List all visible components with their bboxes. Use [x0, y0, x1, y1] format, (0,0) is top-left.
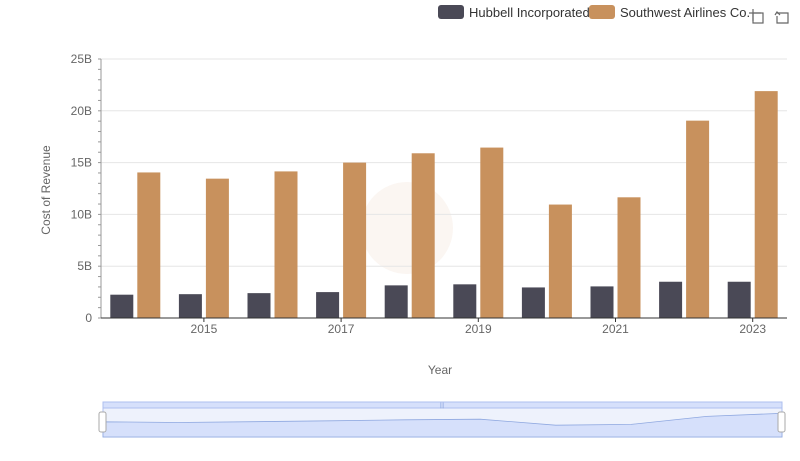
legend: Hubbell Incorporated Southwest Airlines … — [438, 5, 750, 20]
x-tick-label: 2017 — [328, 322, 355, 336]
bars — [110, 91, 778, 318]
zoom-grip-icon: ||| — [440, 403, 445, 409]
bar-hubbell-2015[interactable] — [178, 294, 202, 318]
x-axis-title: Year — [428, 363, 452, 377]
y-tick-label: 25B — [71, 52, 92, 66]
legend-item-hubbell[interactable]: Hubbell Incorporated — [438, 5, 590, 20]
bar-hubbell-2020[interactable] — [521, 287, 545, 318]
y-axis-title: Cost of Revenue — [39, 145, 53, 235]
data-zoom-slider[interactable]: ||| — [98, 401, 786, 438]
bar-hubbell-2017[interactable] — [316, 292, 340, 318]
bar-hubbell-2023[interactable] — [727, 281, 751, 318]
bar-southwest-2019[interactable] — [480, 147, 504, 318]
bar-hubbell-2014[interactable] — [110, 294, 134, 318]
y-tick-label: 20B — [71, 104, 92, 118]
legend-swatch-hubbell — [438, 5, 464, 19]
y-tick-label: 5B — [77, 259, 92, 273]
bar-hubbell-2021[interactable] — [590, 286, 614, 318]
legend-label-hubbell: Hubbell Incorporated — [469, 5, 590, 20]
zoom-handle-right[interactable] — [777, 411, 786, 433]
y-tick-label: 0 — [85, 311, 92, 325]
x-tick-label: 2019 — [465, 322, 492, 336]
legend-swatch-southwest — [589, 5, 615, 19]
bar-southwest-2020[interactable] — [548, 204, 572, 318]
bar-hubbell-2022[interactable] — [659, 281, 683, 318]
bar-southwest-2017[interactable] — [343, 162, 367, 318]
bar-hubbell-2016[interactable] — [247, 293, 271, 318]
restore-icon[interactable] — [774, 11, 789, 24]
bar-southwest-2018[interactable] — [411, 153, 435, 318]
y-tick-label: 10B — [71, 207, 92, 221]
watermark-logo — [361, 182, 453, 274]
legend-label-southwest: Southwest Airlines Co. — [620, 5, 750, 20]
zoom-icon[interactable] — [749, 9, 764, 24]
bar-hubbell-2018[interactable] — [384, 285, 408, 318]
zoom-move-handle[interactable] — [102, 401, 783, 409]
bar-southwest-2015[interactable] — [205, 178, 229, 318]
x-tick-label: 2023 — [739, 322, 766, 336]
bar-southwest-2021[interactable] — [617, 197, 641, 318]
x-tick-label: 2015 — [191, 322, 218, 336]
axes: 0 5B 10B 15B 20B 25B 2015 2017 2019 2021 2023 — [71, 52, 787, 336]
bar-southwest-2016[interactable] — [274, 171, 298, 318]
bar-southwest-2022[interactable] — [686, 120, 710, 318]
zoom-handle-left[interactable] — [98, 411, 107, 433]
legend-item-southwest[interactable]: Southwest Airlines Co. — [589, 5, 750, 20]
bar-hubbell-2019[interactable] — [453, 284, 477, 318]
bar-southwest-2014[interactable] — [137, 172, 161, 318]
x-tick-label: 2021 — [602, 322, 629, 336]
bar-southwest-2023[interactable] — [754, 91, 778, 318]
y-tick-label: 15B — [71, 156, 92, 170]
